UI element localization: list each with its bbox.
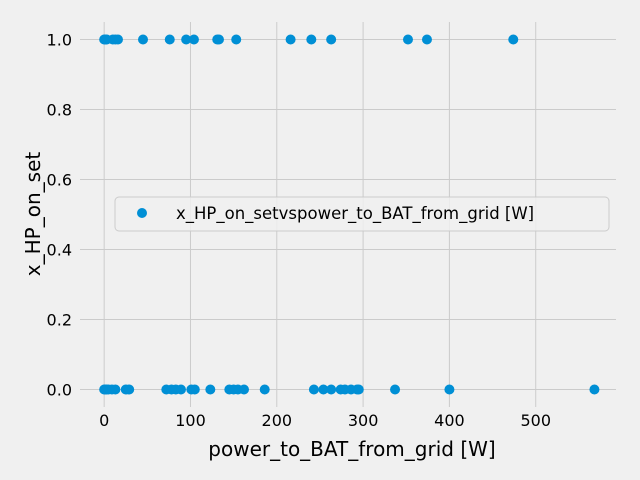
x-tick-label: 400: [434, 411, 465, 430]
y-tick-label: 0.4: [47, 241, 72, 260]
data-point: [124, 384, 135, 395]
data-point: [318, 384, 329, 395]
data-point: [175, 384, 186, 395]
data-point: [444, 384, 455, 395]
data-point: [138, 34, 149, 45]
data-point: [589, 384, 600, 395]
data-point: [213, 34, 224, 45]
data-point: [326, 34, 337, 45]
x-tick-label: 0: [99, 411, 109, 430]
data-point: [231, 34, 242, 45]
tick-labels: 0 100 200 300 400 500 0.0 0.2 0.4 0.6 0.8 1.0: [47, 31, 551, 431]
data-point: [508, 34, 519, 45]
x-tick-label: 100: [175, 411, 206, 430]
data-point: [421, 34, 432, 45]
x-tick-label: 200: [262, 411, 293, 430]
data-point: [259, 384, 270, 395]
data-point: [238, 384, 249, 395]
y-tick-label: 0.2: [47, 311, 72, 330]
data-point: [164, 34, 175, 45]
x-tick-label: 300: [348, 411, 379, 430]
legend-box: [114, 196, 610, 232]
legend-label: x_HP_on_setvspower_to_BAT_from_grid [W]: [176, 204, 534, 224]
data-point: [181, 34, 192, 45]
data-point: [189, 384, 200, 395]
y-tick-label: 1.0: [47, 31, 72, 50]
y-tick-label: 0.8: [47, 101, 72, 120]
data-point: [188, 34, 199, 45]
data-point: [390, 384, 401, 395]
x-tick-label: 500: [520, 411, 551, 430]
legend: x_HP_on_setvspower_to_BAT_from_grid [W]: [114, 196, 610, 232]
data-points: [99, 34, 600, 395]
data-point: [110, 384, 121, 395]
data-point: [353, 384, 364, 395]
data-point: [306, 34, 317, 45]
y-tick-label: 0.0: [47, 381, 72, 400]
y-axis-label: x_HP_on_set: [21, 152, 45, 277]
data-point: [205, 384, 216, 395]
data-point: [112, 34, 123, 45]
x-axis-label: power_to_BAT_from_grid [W]: [208, 437, 495, 461]
data-point: [326, 384, 337, 395]
legend-marker: [137, 208, 147, 218]
data-point: [308, 384, 319, 395]
data-point: [402, 34, 413, 45]
y-tick-label: 0.6: [47, 171, 72, 190]
data-point: [285, 34, 296, 45]
